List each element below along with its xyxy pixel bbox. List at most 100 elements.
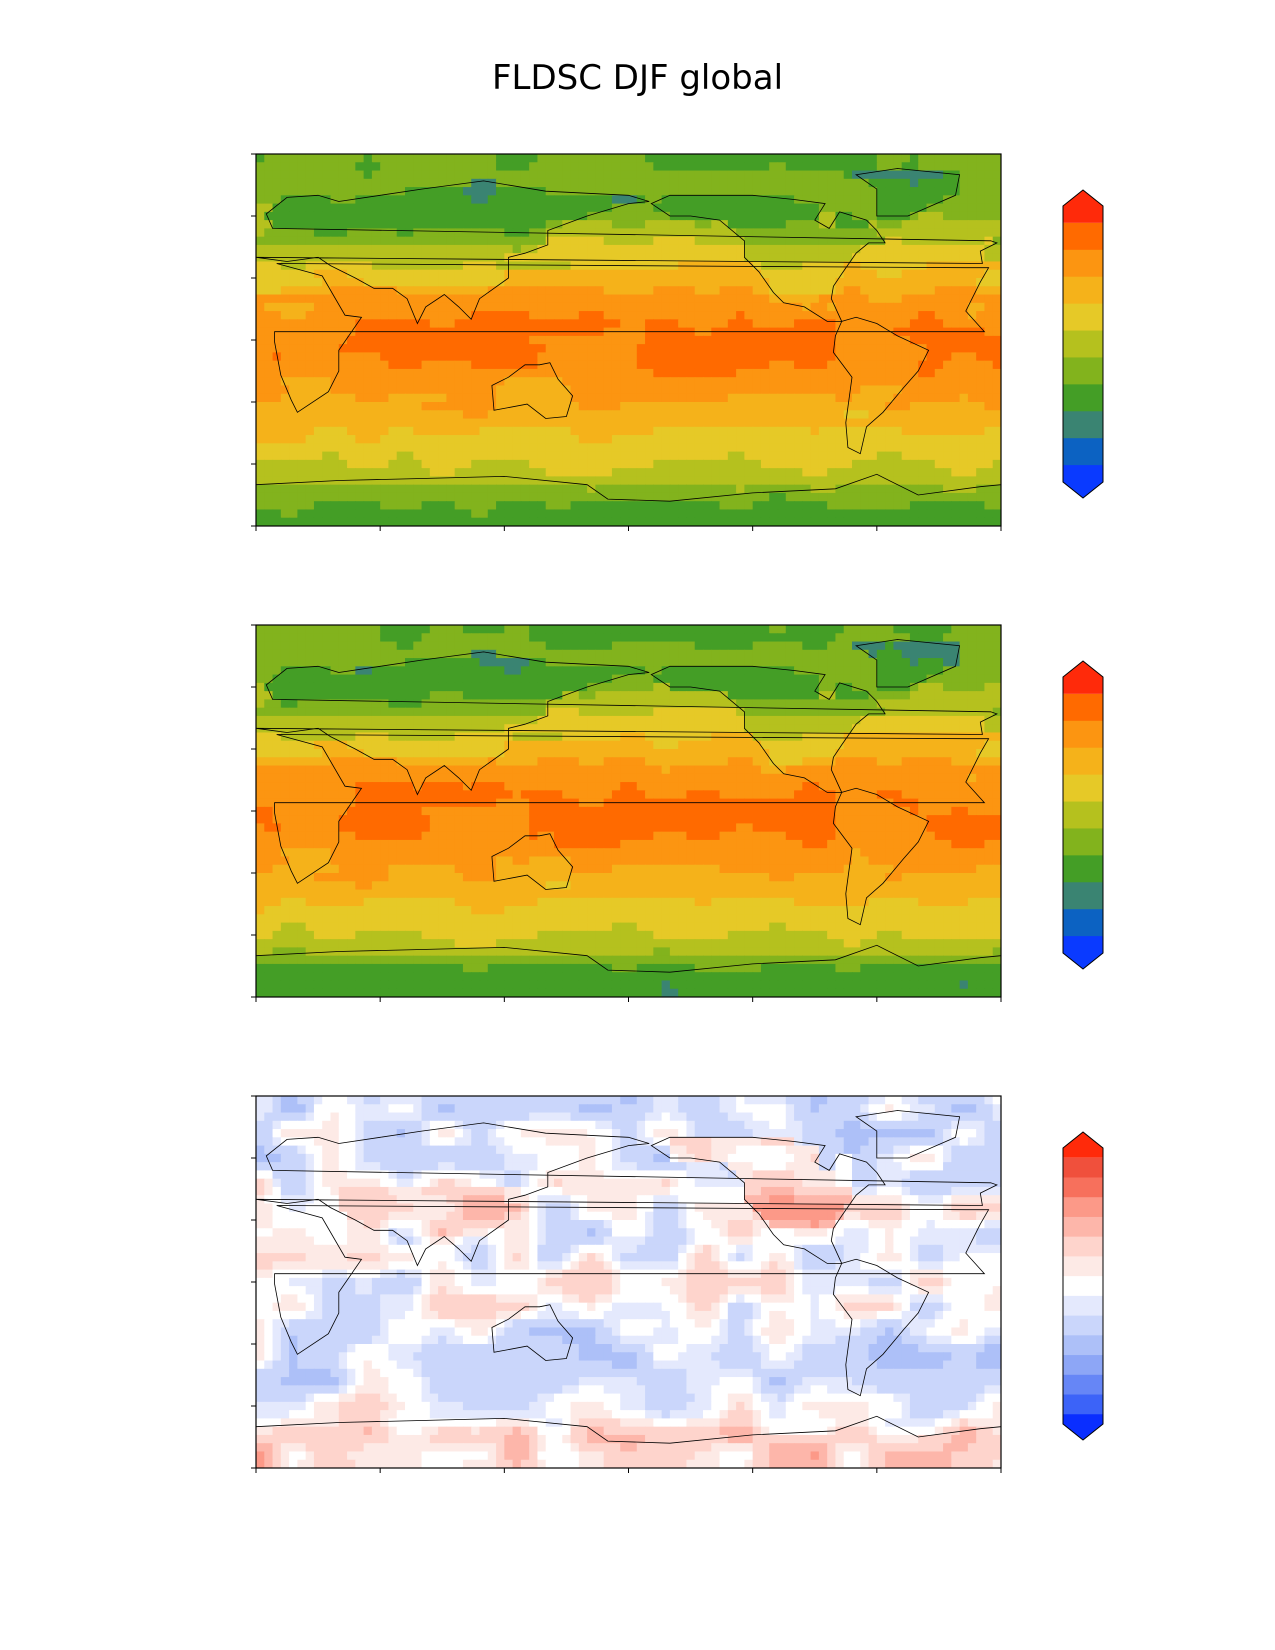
map-cell [628,674,638,684]
map-cell [636,666,646,676]
map-cell [744,641,754,651]
map-cell [537,410,547,420]
map-cell [794,335,803,345]
map-cell [752,302,762,312]
map-cell [951,699,961,709]
map-cell [520,410,530,420]
map-cell [496,360,505,370]
map-cell [843,187,853,196]
map-cell [760,228,770,238]
map-cell [810,410,820,420]
map-cell [512,211,522,221]
map-cell [686,517,696,526]
map-cell [967,658,977,667]
map-cell [529,517,539,526]
map-cell [868,459,878,469]
map-cell [835,410,845,420]
map-cell [810,195,820,205]
map-cell [347,261,356,271]
map-cell [719,377,729,387]
map-cell [520,294,530,304]
map-cell [570,459,580,469]
map-cell [330,501,340,511]
map-cell [868,154,878,163]
map-cell [843,278,853,287]
map-cell [645,154,654,163]
map-cell [736,162,745,172]
map-cell [852,261,861,271]
map-cell [554,211,563,221]
map-cell [396,286,406,296]
map-cell [669,269,679,279]
map-cell [338,468,348,477]
map-cell [818,633,828,643]
map-cell [396,269,406,279]
map-cell [694,178,704,188]
map-cell [471,319,481,329]
map-cell [669,517,679,526]
map-cell [669,451,679,461]
map-cell [496,435,505,444]
map-cell [727,468,737,477]
map-cell [736,335,745,345]
map-cell [752,641,762,651]
map-cell [719,335,729,345]
map-cell [313,244,323,254]
map-cell [769,641,779,651]
map-cell [843,641,853,651]
map-cell [322,344,332,353]
map-cell [554,410,563,420]
map-cell [926,294,936,304]
map-cell [934,451,944,461]
map-cell [413,261,423,271]
map-cell [810,451,820,461]
map-cell [628,154,638,163]
map-cell [760,649,770,659]
map-cell [380,311,390,320]
map-cell [545,311,555,320]
map-cell [421,335,431,345]
map-cell [446,691,456,700]
map-cell [479,344,489,353]
map-cell [843,319,853,329]
map-cell [901,443,911,453]
map-cell [711,699,721,709]
map-cell [678,178,688,188]
map-cell [951,278,961,287]
map-cell [885,658,894,667]
map-cell [462,170,472,180]
map-cell [338,220,348,229]
map-cell [570,278,580,287]
map-cell [827,203,837,213]
map-cell [843,682,853,692]
map-cell [959,352,969,362]
map-cell [744,468,754,477]
map-cell [595,220,605,229]
map-cell [760,220,770,229]
map-cell [661,170,671,180]
map-cell [926,220,936,229]
map-cell [711,410,721,420]
map-cell [760,459,770,469]
map-cell [934,459,944,469]
map-cell [264,633,274,643]
map-cell [347,368,356,378]
map-cell [330,674,340,684]
map-cell [496,402,505,411]
map-cell [446,236,456,246]
map-cell [297,187,307,196]
map-cell [429,211,439,221]
map-cell [827,443,837,453]
map-cell [570,195,580,205]
map-cell [347,360,356,370]
map-cell [868,211,878,221]
map-cell [744,269,754,279]
map-cell [951,402,961,411]
map-cell [570,261,580,271]
map-cell [926,641,936,651]
map-cell [330,211,340,221]
map-cell [289,691,298,700]
map-cell [719,294,729,304]
map-cell [545,278,555,287]
map-cell [934,501,944,511]
